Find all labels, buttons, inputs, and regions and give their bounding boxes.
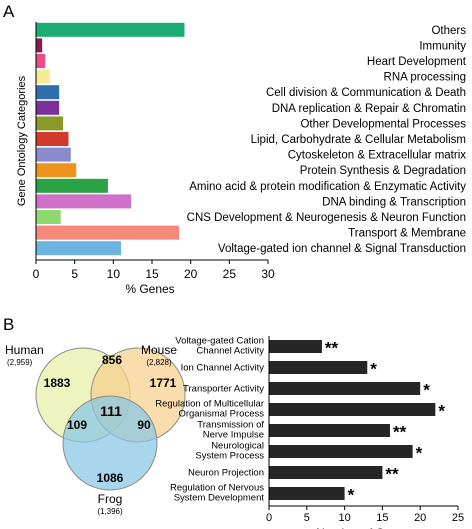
x-tick-label-20: 20: [184, 267, 198, 281]
venn-set-count-mouse: (2,828): [146, 358, 172, 367]
bar-rna-processing: [36, 69, 50, 84]
category-label-dna-binding-transcription: DNA binding & Transcription: [322, 196, 466, 208]
category-label-cns-development-neurogenesis-neuron-function: CNS Development & Neurogenesis & Neuron …: [187, 212, 466, 224]
x-tick-label-0: 0: [33, 267, 40, 281]
bar-neuron-projection: [269, 466, 383, 479]
significance-transporter-activity: *: [423, 381, 430, 400]
x-tick-label-30: 30: [261, 267, 275, 281]
x-tick-label-10: 10: [107, 267, 121, 281]
category-label-heart-development: Heart Development: [367, 56, 467, 68]
bar-cell-division-communication-death: [36, 85, 60, 100]
category-label-other-developmental-processes: Other Developmental Processes: [300, 118, 466, 130]
venn-region-frog-only: 1086: [97, 471, 124, 485]
bar-voltage-gated-ion-channel-signal-transduction: [36, 241, 122, 256]
bar-protein-synthesis-degradation: [36, 163, 77, 178]
x-tick-label-5: 5: [71, 267, 78, 281]
venn-set-count-frog: (1,396): [97, 507, 123, 516]
venn-region-human-frog: 109: [67, 418, 87, 432]
category-label-voltage-gated-ion-channel-signal-transduction: Voltage-gated ion channel & Signal Trans…: [218, 243, 466, 255]
bar-dna-replication-repair-chromatin: [36, 100, 60, 115]
panel-label-b: B: [3, 315, 14, 334]
venn-region-mouse-frog: 90: [137, 418, 151, 432]
bar-regulation-of-multicellular-organismal-process: [269, 403, 436, 416]
x-tick-label-5: 5: [304, 512, 310, 524]
category-label-ion-channel-activity: Ion Channel Activity: [181, 363, 265, 374]
x-tick-label-15: 15: [376, 512, 388, 524]
bar-voltage-gated-cation-channel-activity: [269, 340, 322, 353]
category-label-transmission-of-nerve-impulse: Transmission of Nerve Impulse: [197, 420, 264, 441]
significance-ion-channel-activity: *: [370, 360, 377, 379]
bar-heart-development: [36, 54, 46, 68]
bar-other-developmental-processes: [36, 116, 64, 131]
category-label-dna-replication-repair-chromatin: DNA replication & Repair & Chromatin: [272, 103, 466, 115]
bar-cytoskeleton-extracellular-matrix: [36, 147, 71, 162]
venn-diagram: Human(2,959) Mouse(2,828) Frog(1,396) 1883 1…: [5, 343, 186, 516]
bar-others: [36, 22, 185, 37]
category-label-immunity: Immunity: [419, 40, 466, 52]
y-axis-title: Gene Ontology Categories: [16, 75, 28, 206]
category-label-rna-processing: RNA processing: [384, 72, 466, 84]
category-label-transport-membrane: Transport & Membrane: [348, 228, 466, 240]
bar-immunity: [36, 38, 43, 53]
venn-set-count-human: (2,959): [7, 358, 33, 367]
go-category-bar-chart: Others Immunity Heart Development RNA proce…: [16, 22, 467, 296]
significance-voltage-gated-cation-channel-activity: **: [325, 339, 339, 358]
bar-amino-acid-protein-modification-enzymatic-activity: [36, 178, 108, 193]
category-label-regulation-of-multicellular-organismal-process: Regulation of Multicellular Organismal Pr…: [155, 399, 264, 420]
bar-lipid-carbohydrate-cellular-metabolism: [36, 132, 69, 146]
category-label-voltage-gated-cation-channel-activity: Voltage-gated Cation Channel Activity: [175, 336, 264, 357]
x-axis-title: % Genes: [125, 282, 174, 296]
venn-set-name-frog: Frog: [98, 492, 123, 506]
x-axis-title: Number of Genes: [316, 526, 411, 529]
venn-set-name-mouse: Mouse: [141, 343, 177, 357]
significance-neurological-system-process: *: [416, 444, 423, 463]
category-label-transporter-activity: Transporter Activity: [183, 384, 264, 395]
category-label-cell-division-communication-death: Cell division & Communication & Death: [266, 87, 466, 99]
venn-set-name-human: Human: [5, 343, 44, 357]
bar-transport-membrane: [36, 225, 180, 240]
category-label-others: Others: [431, 25, 466, 37]
bar-dna-binding-transcription: [36, 194, 132, 209]
category-label-neurological-system-process: Neurological System Process: [195, 441, 264, 462]
venn-region-all-three: 111: [100, 403, 122, 419]
bar-ion-channel-activity: [269, 361, 368, 374]
category-label-lipid-carbohydrate-cellular-metabolism: Lipid, Carbohydrate & Cellular Metabolis…: [251, 134, 466, 146]
category-label-protein-synthesis-degradation: Protein Synthesis & Degradation: [300, 165, 466, 177]
bar-regulation-of-nervous-system-development: [269, 487, 345, 500]
significance-neuron-projection: **: [385, 465, 399, 484]
x-tick-label-15: 15: [145, 267, 159, 281]
significance-regulation-of-nervous-system-development: *: [348, 486, 355, 505]
category-label-regulation-of-nervous-system-development: Regulation of Nervous System Development: [170, 483, 264, 504]
bar-cns-development-neurogenesis-neuron-function: [36, 210, 61, 224]
bar-transporter-activity: [269, 382, 421, 395]
panel-label-a: A: [3, 2, 15, 21]
category-label-cytoskeleton-extracellular-matrix: Cytoskeleton & Extracellular matrix: [288, 150, 467, 162]
x-tick-label-25: 25: [452, 512, 464, 524]
venn-region-mouse-only: 1771: [150, 376, 177, 390]
bar-neurological-system-process: [269, 445, 413, 458]
venn-region-human-only: 1883: [44, 376, 71, 390]
bar-transmission-of-nerve-impulse: [269, 424, 390, 437]
x-tick-label-25: 25: [223, 267, 237, 281]
venn-circle-frog: [62, 395, 158, 491]
venn-region-human-mouse: 856: [102, 353, 122, 367]
category-label-amino-acid-protein-modification-enzymatic-activity: Amino acid & protein modification & Enzy…: [189, 181, 466, 193]
x-tick-label-20: 20: [414, 512, 426, 524]
significance-transmission-of-nerve-impulse: **: [393, 423, 407, 442]
x-tick-label-0: 0: [266, 512, 272, 524]
gene-count-bar-chart: **Voltage-gated Cation Channel Activity*I…: [155, 336, 464, 529]
significance-regulation-of-multicellular-organismal-process: *: [438, 402, 445, 421]
x-tick-label-10: 10: [338, 512, 350, 524]
category-label-neuron-projection: Neuron Projection: [188, 468, 264, 479]
